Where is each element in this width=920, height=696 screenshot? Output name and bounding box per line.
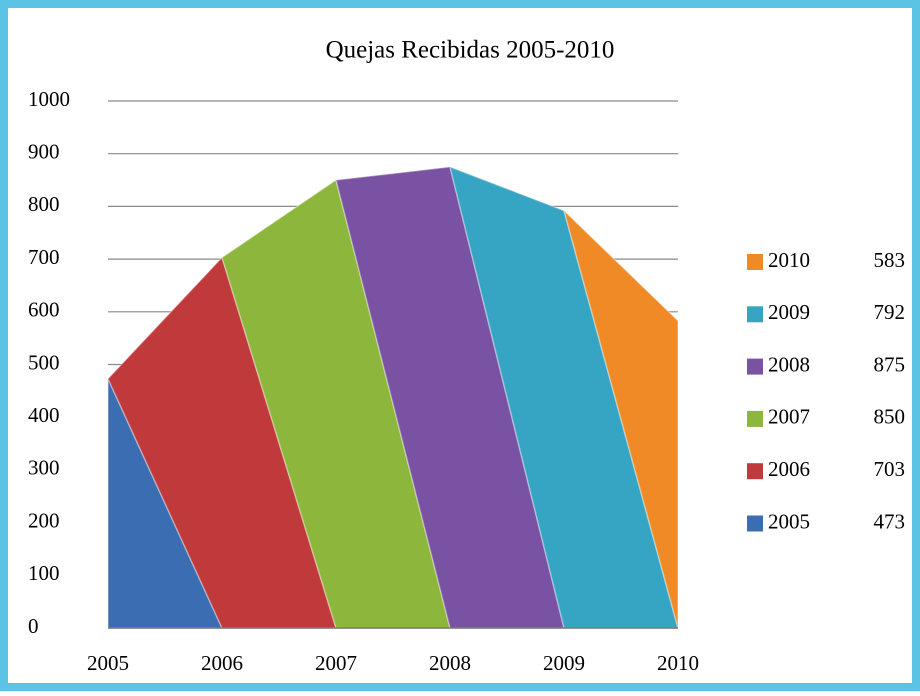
legend-value: 583 [874, 248, 906, 272]
legend-value: 875 [874, 352, 906, 376]
x-tick-label: 2008 [429, 651, 471, 675]
y-tick-label: 1000 [28, 87, 70, 111]
chart-title: Quejas Recibidas 2005-2010 [326, 37, 615, 64]
x-tick-label: 2006 [201, 651, 243, 675]
legend-value: 473 [874, 509, 906, 533]
legend-value: 850 [874, 405, 906, 429]
legend-value: 703 [874, 457, 906, 481]
y-tick-label: 600 [28, 298, 60, 322]
y-tick-label: 100 [28, 561, 60, 585]
legend-swatch [747, 306, 763, 323]
y-tick-label: 500 [28, 350, 60, 374]
x-tick-label: 2007 [315, 651, 357, 675]
y-tick-label: 800 [28, 192, 60, 216]
legend-label: 2007 [768, 405, 810, 429]
x-tick-label: 2005 [87, 651, 129, 675]
legend-swatch [747, 515, 763, 532]
legend-label: 2009 [768, 300, 810, 324]
band [562, 208, 679, 629]
legend-swatch [747, 410, 763, 427]
legend-swatch [747, 254, 763, 270]
legend-swatch [747, 463, 763, 480]
legend-label: 2010 [768, 248, 810, 272]
y-tick-label: 400 [28, 403, 60, 427]
legend-label: 2006 [768, 457, 810, 481]
y-tick-label: 200 [28, 508, 60, 532]
legend-label: 2005 [768, 509, 810, 533]
legend-value: 792 [874, 300, 906, 324]
x-tick-label: 2009 [543, 651, 585, 675]
legend-swatch [747, 358, 763, 375]
y-tick-label: 0 [28, 614, 39, 638]
y-tick-label: 700 [28, 245, 60, 269]
legend-label: 2008 [768, 352, 810, 376]
x-tick-label: 2010 [657, 651, 699, 675]
y-tick-label: 300 [28, 456, 60, 480]
y-tick-label: 900 [28, 140, 60, 164]
